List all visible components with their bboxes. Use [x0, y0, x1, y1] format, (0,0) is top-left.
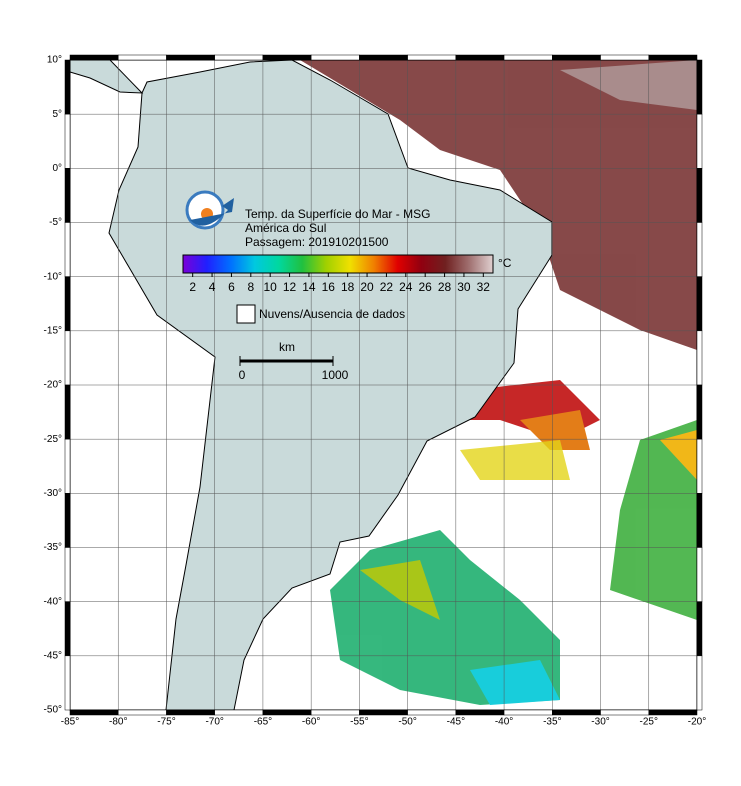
colorbar-tick-label: 10 — [264, 280, 278, 294]
y-tick-label: -45° — [44, 650, 62, 661]
y-tick-label: 5° — [52, 109, 62, 120]
y-tick-label: -30° — [44, 488, 62, 499]
x-tick-label: -65° — [254, 717, 272, 728]
x-tick-label: -45° — [447, 717, 465, 728]
colorbar-tick-label: 16 — [322, 280, 336, 294]
colorbar-tick-label: 14 — [302, 280, 316, 294]
cloud-swatch — [236, 304, 256, 324]
y-tick-label: -40° — [44, 596, 62, 607]
colorbar-tick-label: 32 — [477, 280, 491, 294]
colorbar-tick-label: 26 — [419, 280, 433, 294]
colorbar-tick-label: 22 — [380, 280, 394, 294]
colorbar-tick-label: 4 — [209, 280, 216, 294]
x-tick-label: -60° — [302, 717, 320, 728]
x-tick-label: -35° — [543, 717, 561, 728]
y-tick-label: -20° — [44, 380, 62, 391]
x-tick-label: -55° — [350, 717, 368, 728]
colorbar-unit: °C — [498, 256, 512, 270]
colorbar-tick-label: 20 — [360, 280, 374, 294]
scale-tick-label: 0 — [239, 368, 246, 382]
y-tick-label: -15° — [44, 325, 62, 336]
x-tick-label: -80° — [109, 717, 127, 728]
title: Temp. da Superfície do Mar - MSG — [245, 207, 430, 221]
x-tick-label: -70° — [205, 717, 223, 728]
x-tick-label: -20° — [688, 717, 706, 728]
scale-ticks: 0 1000 — [239, 356, 349, 382]
x-tick-label: -50° — [398, 717, 416, 728]
y-tick-label: 10° — [47, 55, 62, 66]
colorbar-tick-label: 24 — [399, 280, 413, 294]
x-tick-label: -75° — [157, 717, 175, 728]
colorbar-tick-label: 28 — [438, 280, 452, 294]
logo — [185, 190, 234, 230]
region: América do Sul — [245, 221, 326, 235]
colorbar-tick-label: 8 — [247, 280, 254, 294]
y-tick-label: -10° — [44, 271, 62, 282]
y-tick-label: -5° — [49, 217, 62, 228]
colorbar-tick-label: 2 — [189, 280, 196, 294]
scale-unit: km — [279, 340, 295, 354]
x-tick-label: -25° — [640, 717, 658, 728]
y-tick-label: -25° — [44, 434, 62, 445]
x-tick-label: -30° — [591, 717, 609, 728]
y-tick-label: -35° — [44, 542, 62, 553]
colorbar-tick-label: 18 — [341, 280, 355, 294]
y-tick-label: 0° — [52, 163, 62, 174]
scale-tick-label: 1000 — [322, 368, 349, 382]
sst-field — [300, 60, 697, 705]
x-tick-label: -40° — [495, 717, 513, 728]
cloud-legend: Nuvens/Ausencia de dados — [259, 307, 405, 321]
y-tick-label: -50° — [44, 705, 62, 716]
colorbar — [182, 254, 494, 274]
pass-time: Passagem: 201910201500 — [245, 235, 389, 249]
colorbar-tick-label: 30 — [457, 280, 471, 294]
colorbar-tick-label: 6 — [228, 280, 235, 294]
x-tick-label: -85° — [61, 717, 79, 728]
colorbar-ticks: 2 4 6 8 10 12 14 16 18 20 22 24 26 28 30 32 — [189, 273, 490, 294]
frame-bands — [64, 54, 703, 716]
colorbar-tick-label: 12 — [283, 280, 297, 294]
